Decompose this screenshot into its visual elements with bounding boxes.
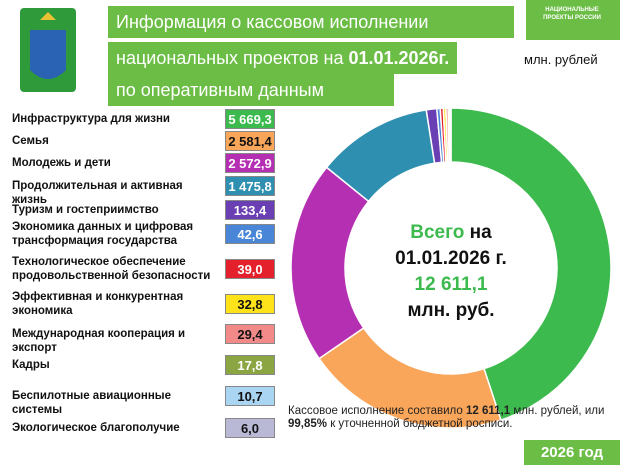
year-badge: 2026 год: [541, 444, 604, 461]
foot-percent: 99,85%: [288, 418, 328, 430]
title-text: национальных проектов на: [116, 48, 349, 68]
value-label: 10,7: [225, 386, 275, 406]
category-label: Международная кооперация и экспорт: [12, 328, 186, 354]
shield: [30, 30, 66, 79]
category-label: Экономика данных и цифровая трансформаци…: [12, 221, 194, 247]
logo-bg: [526, 0, 620, 40]
value-label: 39,0: [225, 259, 275, 279]
category-label: Эффективная и конкурентная экономика: [12, 291, 184, 317]
donut-slice: [290, 166, 370, 360]
title-line: национальных проектов на 01.01.2026г.: [108, 42, 458, 74]
category-label: Технологическое обеспечение продовольств…: [12, 256, 211, 282]
title-date: 01.01.2026г.: [348, 48, 450, 68]
category-label: Молодежь и дети: [12, 157, 111, 169]
center-word: Всего: [410, 222, 464, 243]
category-label: Семья: [12, 135, 49, 147]
value-label: 5 669,3: [225, 109, 275, 129]
donut-slice: [450, 107, 612, 421]
title-text: по оперативным данным: [116, 80, 324, 100]
foot-text: млн. рублей, или: [510, 405, 605, 417]
center-total: 12 611,1: [415, 274, 488, 295]
category-label: Инфраструктура для жизни: [12, 113, 170, 125]
value-label: 32,8: [225, 294, 275, 314]
foot-total: 12 611,1: [465, 405, 511, 417]
title-text: Информация о кассовом исполнении: [116, 12, 429, 32]
donut: [290, 107, 612, 429]
logo-text: НАЦИОНАЛЬНЫЕ ПРОЕКТЫ РОССИИ: [543, 7, 601, 21]
footnote: Кассовое исполнение составило 12 611,1 м…: [288, 405, 608, 431]
category-label: Туризм и гостеприимство: [12, 204, 159, 216]
foot-text: Кассовое исполнение составило: [288, 405, 466, 417]
value-label: 17,8: [225, 355, 275, 375]
value-label: 2 581,4: [225, 131, 275, 151]
foot-text: к уточненной бюджетной росписи.: [327, 418, 513, 430]
value-label: 42,6: [225, 224, 275, 244]
center-line-1: Всего на: [410, 222, 492, 243]
center-date: 01.01.2026 г.: [395, 248, 507, 269]
value-label: 133,4: [225, 200, 275, 220]
title-line: по оперативным данным: [108, 74, 394, 106]
center-unit: млн. руб.: [407, 300, 494, 321]
category-label: Беспилотные авиационные системы: [12, 390, 172, 416]
category-label: Кадры: [12, 359, 50, 371]
title-line: Информация о кассовом исполнении: [108, 6, 514, 38]
value-label: 6,0: [225, 418, 275, 438]
center-word: на: [464, 222, 492, 243]
logo: [20, 8, 76, 92]
category-label: Экологическое благополучие: [12, 422, 180, 434]
value-label: 1 475,8: [225, 176, 275, 196]
value-label: 29,4: [225, 324, 275, 344]
crown: [40, 12, 56, 20]
category-label: Продолжительная и активная жизнь: [12, 180, 183, 206]
value-label: 2 572,9: [225, 153, 275, 173]
unit: млн. рублей: [524, 52, 598, 67]
year-badge-bg: [524, 440, 620, 465]
